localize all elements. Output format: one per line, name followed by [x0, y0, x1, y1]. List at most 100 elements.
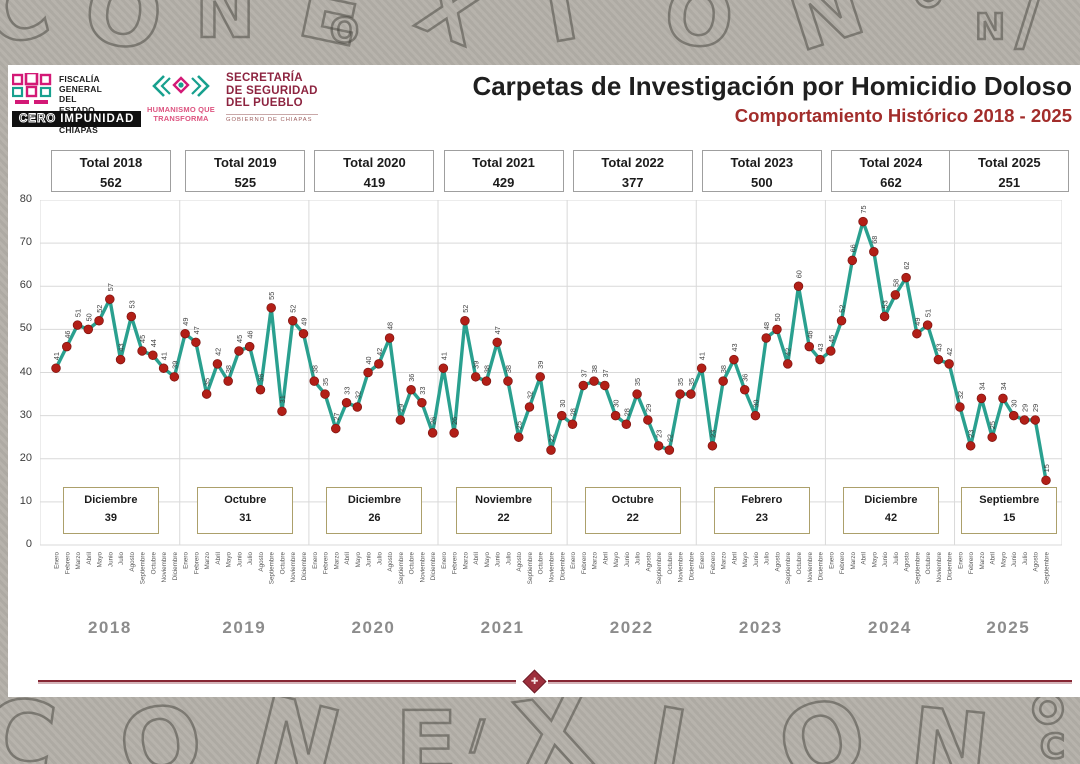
data-label: 29 [644, 404, 653, 412]
month-tick-label: Julio [635, 552, 642, 565]
badge-word2: IMPUNIDAD [60, 113, 135, 125]
month-tick-label: Mayo [355, 552, 362, 568]
data-label: 51 [924, 309, 933, 317]
month-tick-label: Septiembre [656, 552, 663, 585]
data-point [126, 311, 137, 322]
data-label: 23 [655, 430, 664, 438]
data-point [847, 255, 858, 266]
year-axis-label: 2025 [986, 618, 1030, 637]
month-tick-label: Julio [1022, 552, 1029, 565]
background-letter: O [329, 11, 360, 51]
data-label: 30 [612, 400, 621, 408]
data-label: 34 [999, 382, 1008, 390]
data-label: 66 [848, 244, 857, 252]
callout-value: 31 [239, 512, 252, 525]
total-box-value: 662 [880, 174, 902, 190]
data-point [105, 294, 115, 304]
total-box-value: 429 [492, 174, 515, 190]
year-total-box: Total 2024 662 [830, 150, 951, 192]
year-total-box: Total 2025 251 [949, 150, 1070, 192]
month-tick-label: Febrero [839, 552, 846, 575]
fiscalia-logo: FISCALÍA GENERAL DEL ESTADO DE CHIAPAS C… [11, 71, 142, 135]
background-letter: ° [1024, 678, 1073, 764]
data-point [169, 372, 180, 382]
data-label: 34 [977, 382, 986, 390]
fiscalia-glyph-icon [11, 71, 52, 104]
data-label: 45 [827, 335, 836, 343]
data-point [470, 372, 481, 382]
data-point [933, 354, 944, 365]
data-point [621, 419, 632, 430]
data-point [729, 354, 739, 365]
data-label: 28 [622, 408, 631, 416]
data-point [180, 328, 190, 339]
data-label: 29 [1031, 404, 1040, 412]
data-label: 35 [633, 378, 642, 386]
data-point [83, 324, 94, 335]
divider-right [548, 680, 1072, 682]
data-point [417, 397, 427, 408]
data-point [578, 380, 589, 391]
data-point [277, 406, 287, 417]
month-tick-label: Noviembre [419, 552, 426, 583]
background-letter: C [1039, 727, 1066, 764]
data-label: 41 [439, 352, 448, 360]
data-point [244, 341, 255, 352]
data-point [557, 410, 567, 421]
data-label: 38 [482, 365, 491, 373]
data-label: 43 [816, 343, 825, 351]
month-tick-label: Agosto [645, 552, 652, 572]
data-point [212, 359, 223, 369]
y-axis-tick-label: 60 [19, 279, 32, 292]
month-tick-label: Agosto [258, 552, 265, 572]
data-label: 46 [805, 331, 814, 339]
month-tick-label: Agosto [387, 552, 394, 572]
total-box-value: 251 [998, 174, 1021, 190]
gobierno-chiapas-label: GOBIERNO DE CHIAPAS [226, 113, 318, 123]
background-letter: O [660, 0, 738, 68]
month-tick-label: Agosto [904, 552, 911, 572]
background-letter: N [974, 7, 1007, 48]
y-axis-tick-label: 20 [19, 451, 32, 464]
data-label: 23 [708, 430, 717, 438]
month-tick-label: Abril [215, 552, 222, 565]
data-point [804, 341, 815, 352]
data-label: 30 [751, 400, 760, 408]
total-box-value: 377 [621, 174, 644, 190]
background-letter: O [110, 681, 212, 764]
data-label: 22 [665, 434, 674, 442]
month-tick-label: Noviembre [678, 552, 685, 583]
data-label: 42 [945, 348, 954, 356]
month-tick-label: Febrero [452, 552, 459, 575]
month-tick-label: Julio [376, 552, 383, 565]
month-tick-label: Junio [236, 552, 243, 568]
background-letter: / [469, 713, 486, 759]
data-point [255, 385, 266, 395]
month-tick-label: Diciembre [301, 552, 308, 581]
y-axis-tick-label: 70 [19, 236, 32, 249]
callout-value: 39 [104, 512, 117, 525]
data-point [976, 393, 987, 404]
month-tick-label: Noviembre [936, 552, 943, 583]
month-tick-label: Julio [893, 552, 900, 565]
data-label: 39 [472, 361, 481, 369]
month-tick-label: Julio [247, 552, 254, 565]
fiscalia-line1: FISCALÍA GENERAL [59, 74, 102, 95]
data-label: 50 [773, 313, 782, 321]
total-box-title: Total 2021 [472, 155, 535, 170]
data-point [1008, 410, 1019, 421]
background-letter: N [194, 0, 257, 54]
data-point [944, 359, 954, 369]
data-point [374, 359, 384, 369]
year-axis-label: 2021 [481, 618, 525, 637]
secretaria-line3: DEL PUEBLO [226, 97, 303, 110]
data-label: 57 [106, 283, 115, 291]
data-point [610, 410, 621, 421]
data-point [51, 363, 61, 373]
month-tick-label: Febrero [710, 552, 717, 575]
year-axis-label: 2022 [610, 618, 654, 637]
month-tick-label: Junio [107, 552, 114, 568]
data-point [481, 376, 492, 386]
data-label: 22 [547, 434, 556, 442]
